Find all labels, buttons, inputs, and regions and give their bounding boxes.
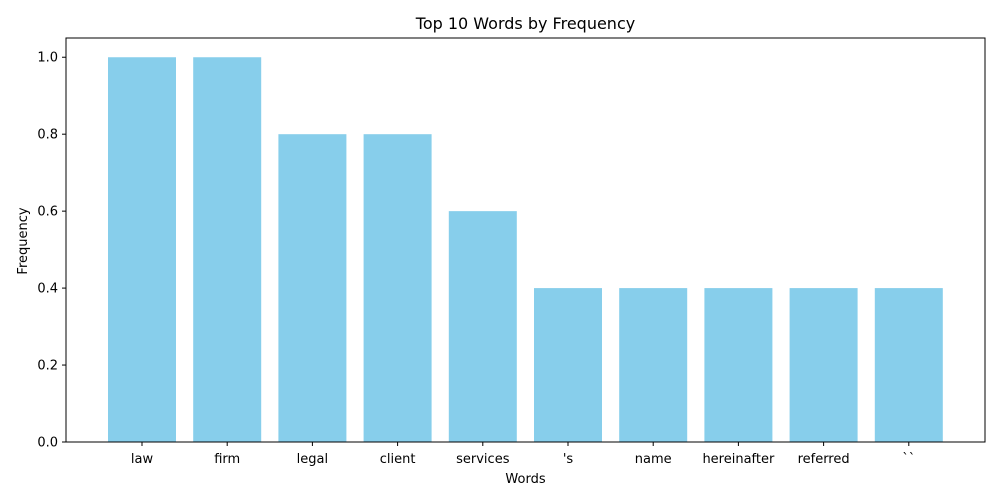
y-tick-label: 0.2 [37,359,58,374]
bar-4 [448,211,517,442]
x-tick-label: legal [297,452,328,467]
x-tick-label: hereinafter [702,452,775,467]
y-tick-label: 0.4 [37,282,58,297]
x-tick-label: name [635,452,672,467]
x-tick-label: 's [563,452,574,467]
x-tick-label: `` [902,452,915,467]
bar-2 [278,134,347,442]
bar-9 [874,288,943,442]
y-tick-label: 0.0 [37,436,58,451]
bar-1 [193,57,262,442]
y-tick-label: 0.8 [37,128,58,143]
bar-0 [108,57,176,442]
x-tick-label: services [456,452,510,467]
x-tick-label: client [380,452,416,467]
plot-frame [65,37,986,443]
x-tick-label: referred [798,452,850,467]
bar-7 [704,288,773,442]
bar-3 [363,134,432,442]
bar-8 [789,288,858,442]
y-tick-label: 0.6 [37,205,58,220]
chart-title: Top 10 Words by Frequency [415,14,635,33]
bar-6 [619,288,688,442]
bar-5 [534,288,602,442]
x-tick-label: firm [214,452,240,467]
y-tick-label: 1.0 [37,51,58,66]
y-axis-ticks: 0.0 0.2 0.4 0.6 0.8 1.0 [37,51,66,451]
x-axis-label: Words [505,472,545,487]
x-tick-label: law [131,452,154,467]
x-axis-ticks: law firm legal client services 's name hereinaf… [131,442,915,467]
bars-group [108,57,943,442]
y-axis-label: Frequency [16,207,31,274]
